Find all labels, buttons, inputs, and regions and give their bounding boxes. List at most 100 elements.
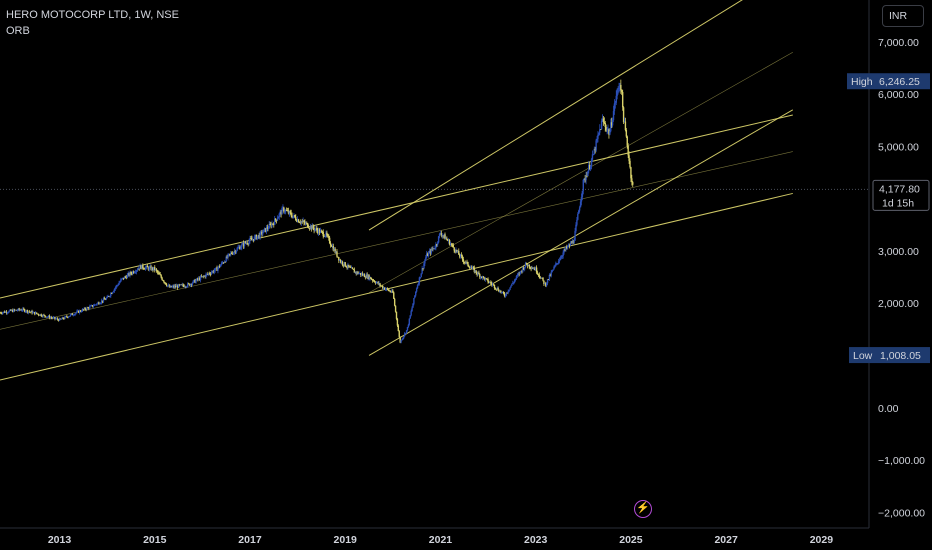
candle-body bbox=[43, 314, 45, 316]
candle-body bbox=[326, 232, 328, 236]
candle-body bbox=[306, 222, 308, 224]
candle-body bbox=[142, 264, 144, 269]
candle-body bbox=[108, 296, 110, 298]
candle-body bbox=[230, 252, 233, 254]
candle-body bbox=[218, 265, 220, 268]
candle-body bbox=[301, 221, 303, 223]
candle-body bbox=[378, 283, 380, 285]
candle-body bbox=[489, 282, 491, 283]
candle-body bbox=[363, 274, 366, 277]
candle-body bbox=[24, 311, 27, 313]
candle-body bbox=[529, 267, 531, 269]
candle-body bbox=[506, 292, 508, 294]
candle-body bbox=[497, 288, 499, 291]
candle-body bbox=[603, 121, 606, 124]
candle-body bbox=[87, 307, 89, 309]
candle-body bbox=[588, 164, 590, 172]
candle-body bbox=[31, 311, 33, 314]
candle-body bbox=[401, 339, 403, 341]
candle-body bbox=[100, 302, 102, 304]
candle-body bbox=[165, 284, 168, 286]
candle-body bbox=[153, 267, 155, 270]
candle-body bbox=[426, 253, 429, 256]
candle-body bbox=[360, 273, 362, 276]
candle-body bbox=[556, 263, 558, 265]
candle-body bbox=[232, 252, 235, 255]
candle-body bbox=[229, 253, 231, 255]
candle-body bbox=[444, 234, 446, 240]
candle-body bbox=[304, 222, 306, 224]
candle-body bbox=[393, 292, 395, 299]
candle-body bbox=[541, 277, 543, 279]
candle-body bbox=[65, 316, 67, 318]
candle-body bbox=[275, 219, 278, 221]
candle-body bbox=[72, 314, 74, 316]
candle-body bbox=[154, 267, 156, 270]
candle-body bbox=[164, 282, 166, 284]
candle-body bbox=[618, 88, 620, 90]
candle-body bbox=[586, 175, 588, 177]
candle-body bbox=[221, 262, 224, 264]
candle-body bbox=[260, 231, 262, 233]
candle-body bbox=[210, 272, 213, 275]
currency-selector[interactable]: INR bbox=[882, 5, 924, 27]
candle-body bbox=[619, 84, 621, 89]
candle-body bbox=[590, 159, 593, 166]
candle-body bbox=[329, 243, 332, 246]
candle-body bbox=[511, 283, 513, 286]
candle-body bbox=[241, 243, 244, 245]
candle-body bbox=[99, 303, 101, 305]
flash-icon[interactable]: ⚡ bbox=[634, 500, 652, 518]
candle-body bbox=[137, 268, 139, 270]
candle-body bbox=[382, 287, 385, 289]
candle-body bbox=[265, 227, 268, 232]
candle-body bbox=[270, 224, 272, 227]
candle-body bbox=[64, 316, 66, 319]
candle-body bbox=[186, 286, 188, 288]
candle-body bbox=[227, 254, 229, 258]
candle-body bbox=[111, 292, 114, 294]
candle-body bbox=[324, 236, 326, 237]
candle-body bbox=[406, 326, 409, 331]
candle-body bbox=[159, 274, 161, 276]
candle-body bbox=[263, 229, 265, 233]
candle-body bbox=[317, 229, 320, 234]
candle-body bbox=[69, 314, 72, 316]
candle-body bbox=[613, 103, 616, 112]
candle-body bbox=[435, 244, 437, 249]
candle-body bbox=[258, 234, 260, 238]
candle-body bbox=[207, 273, 209, 275]
indicator-label[interactable]: ORB bbox=[6, 25, 30, 37]
candle-body bbox=[111, 293, 113, 294]
candle-body bbox=[589, 164, 591, 169]
candle-body bbox=[328, 236, 330, 238]
candle-body bbox=[226, 256, 228, 258]
last-price-label: 4,177.80 bbox=[879, 183, 920, 195]
candle-body bbox=[597, 134, 599, 139]
candle-body bbox=[549, 274, 552, 276]
candle-body bbox=[583, 178, 585, 181]
candle-body bbox=[335, 251, 337, 253]
candle-body bbox=[291, 215, 293, 218]
candle-body bbox=[631, 178, 633, 183]
candle-body bbox=[471, 267, 474, 268]
candle-body bbox=[284, 210, 287, 212]
low-value-label: 1,008.05 bbox=[880, 350, 921, 362]
candle-body bbox=[189, 283, 192, 286]
candle-body bbox=[168, 285, 171, 288]
candle-body bbox=[271, 223, 273, 227]
candle-body bbox=[92, 305, 95, 307]
candle-body bbox=[131, 273, 133, 275]
candle-body bbox=[481, 276, 484, 279]
candle-body bbox=[556, 263, 559, 264]
price-tick-label: 2,000.00 bbox=[878, 298, 919, 310]
candle-body bbox=[184, 286, 186, 288]
candle-body bbox=[568, 244, 571, 246]
candle-body bbox=[19, 309, 21, 311]
candle-body bbox=[512, 282, 514, 284]
candle-body bbox=[494, 288, 497, 289]
candle-body bbox=[48, 315, 51, 319]
candle-body bbox=[524, 262, 527, 267]
trendline bbox=[0, 151, 793, 330]
